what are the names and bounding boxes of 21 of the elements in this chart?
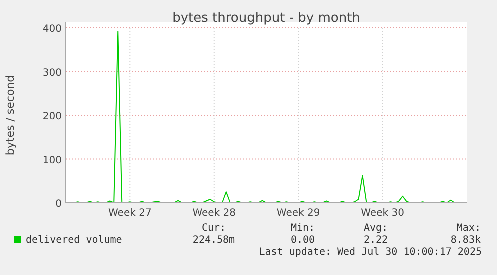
y-tick-label: 300 [42,68,62,79]
y-axis-title: bytes / second [4,75,17,156]
text: Max: [456,223,481,234]
text: Last update: Wed Jul 30 10:00:17 2025 [259,247,482,258]
x-tick-label: Week 27 [108,208,152,219]
y-tick-label: 100 [42,155,62,166]
y-tick-label: 400 [42,24,62,35]
text: Min: [290,223,316,234]
x-tick-label: Week 30 [361,208,404,219]
text: Cur: [202,223,226,234]
text: 224.58m [192,235,236,246]
text: 2.22 [364,235,388,246]
y-tick-label: 200 [42,112,62,122]
chart-title: bytes throughput - by month [172,11,360,26]
text: 0.00 [290,235,316,246]
x-tick-label: Week 28 [192,208,236,219]
text: Avg: [364,223,388,234]
legend-label: delivered volume [26,235,122,246]
y-tick-label: 0 [56,199,62,210]
text: 8.83k [450,235,481,246]
x-tick-label: Week 29 [276,208,320,219]
